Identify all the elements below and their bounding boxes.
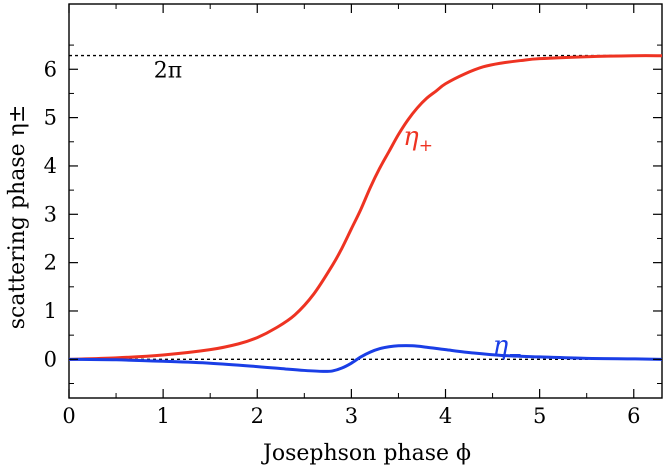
- x-tick-label-5: 5: [533, 404, 546, 428]
- y-tick-label-3: 3: [44, 202, 57, 226]
- y-tick-label-4: 4: [44, 154, 57, 178]
- y-tick-label-1: 1: [44, 299, 57, 323]
- annotation-0: 2π: [154, 58, 182, 83]
- x-tick-label-2: 2: [251, 404, 264, 428]
- y-axis-label: scattering phase η±: [5, 105, 30, 330]
- x-tick-label-1: 1: [156, 404, 169, 428]
- x-tick-label-0: 0: [62, 404, 75, 428]
- y-tick-label-0: 0: [44, 347, 57, 371]
- plot-area-frame: [68, 3, 663, 399]
- series-line-0: [68, 54, 663, 361]
- annotation-1: η+: [403, 122, 433, 156]
- annotation-2: η−: [493, 331, 523, 365]
- y-tick-label-6: 6: [44, 57, 57, 81]
- x-tick-label-4: 4: [439, 404, 452, 428]
- y-tick-label-2: 2: [44, 251, 57, 275]
- x-axis-label: Josephson phase ϕ: [261, 441, 471, 466]
- x-tick-label-6: 6: [627, 404, 640, 428]
- y-tick-label-5: 5: [44, 106, 57, 130]
- x-tick-label-3: 3: [345, 404, 358, 428]
- series-line-1: [68, 344, 663, 373]
